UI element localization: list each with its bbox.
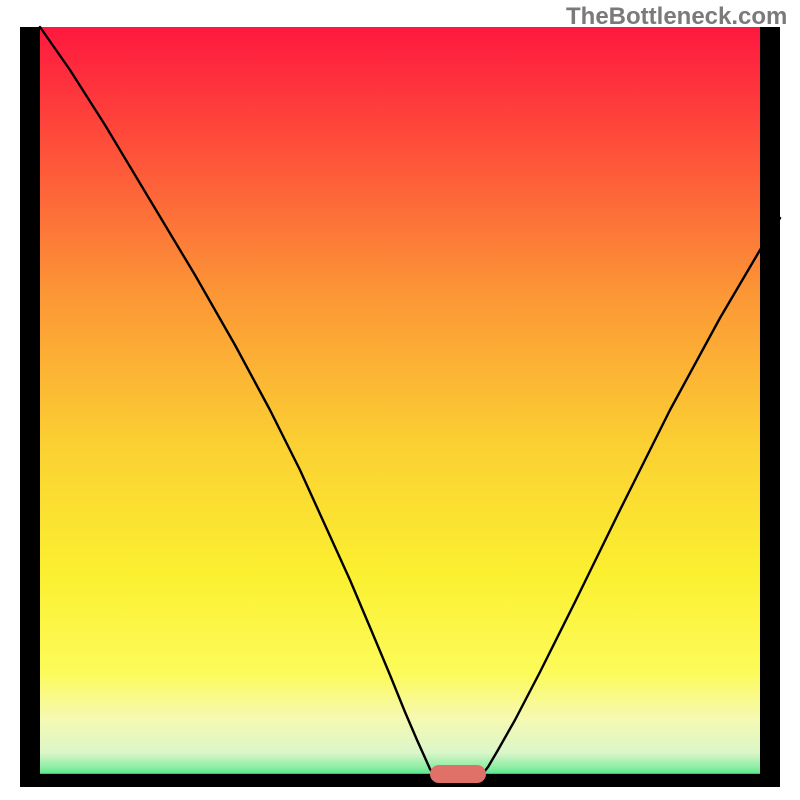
watermark-text: TheBottleneck.com: [566, 3, 787, 31]
gradient-background: [20, 27, 780, 787]
plot-border-right: [760, 27, 780, 787]
optimal-marker: [430, 765, 486, 783]
plot-border-bottom: [20, 774, 780, 787]
plot-border-left: [20, 27, 40, 787]
bottleneck-chart: TheBottleneck.com: [0, 0, 800, 800]
